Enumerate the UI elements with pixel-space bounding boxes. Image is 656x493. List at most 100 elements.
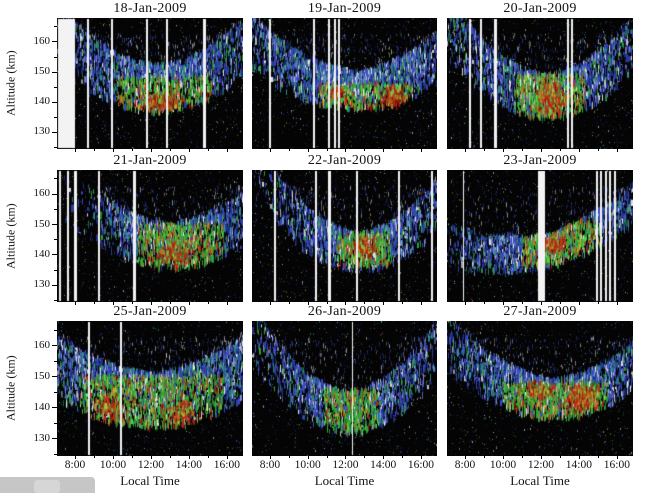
- x-tick-mark: [540, 149, 542, 152]
- x-minor-tick-mark: [521, 456, 523, 458]
- x-tick-mark: [307, 302, 309, 305]
- x-tick-mark: [75, 456, 77, 459]
- y-minor-tick-mark: [54, 239, 57, 241]
- x-tick-mark: [75, 302, 77, 305]
- x-tick-label: 12:00: [332, 459, 359, 471]
- panel-title: 23-Jan-2009: [503, 153, 577, 168]
- x-minor-tick-mark: [597, 456, 599, 458]
- panel-22-jan-2009: 22-Jan-2009: [252, 153, 437, 302]
- watermark-highlight: [34, 480, 60, 493]
- x-tick-mark: [502, 302, 504, 305]
- x-tick-mark: [465, 302, 467, 305]
- x-minor-tick-mark: [288, 456, 290, 458]
- echo-intensity-canvas: [57, 18, 243, 149]
- x-minor-tick-mark: [131, 149, 133, 151]
- x-minor-tick-mark: [94, 149, 95, 151]
- panel-26-jan-2009: 26-Jan-2009: [252, 304, 437, 456]
- y-tick-label: 130: [33, 431, 51, 444]
- echo-intensity-canvas: [252, 321, 437, 456]
- panel-25-jan-2009: 25-Jan-2009: [57, 304, 243, 456]
- x-tick-label: 16:00: [603, 459, 630, 471]
- y-minor-tick-mark: [54, 178, 57, 180]
- x-minor-tick-mark: [326, 149, 328, 151]
- watermark: [0, 477, 95, 493]
- x-minor-tick-mark: [94, 302, 95, 304]
- x-tick-mark: [465, 149, 467, 152]
- x-tick-mark: [420, 456, 422, 459]
- y-tick-label: 130: [33, 125, 51, 138]
- panel-title: 25-Jan-2009: [113, 304, 187, 319]
- x-tick-mark: [540, 456, 542, 459]
- y-tick-label: 150: [33, 217, 51, 230]
- x-tick-label: 14:00: [175, 459, 202, 471]
- x-tick-label: 10:00: [489, 459, 517, 471]
- x-minor-tick-mark: [207, 456, 209, 458]
- panel-18-jan-2009: 18-Jan-2009: [57, 1, 243, 149]
- y-tick-mark: [52, 284, 57, 286]
- x-tick-label: 12:00: [137, 459, 165, 471]
- x-tick-mark: [540, 302, 542, 305]
- y-tick-mark: [52, 193, 57, 195]
- y-axis-title: Altitude (km): [3, 50, 18, 117]
- y-tick-mark: [52, 131, 57, 133]
- y-axis-title: Altitude (km): [3, 355, 18, 422]
- panel-title: 19-Jan-2009: [307, 1, 382, 16]
- x-tick-label: 12:00: [527, 459, 555, 471]
- x-tick-mark: [188, 302, 190, 305]
- x-minor-tick-mark: [559, 302, 561, 304]
- y-tick-mark: [52, 407, 57, 409]
- y-minor-tick-mark: [54, 329, 57, 331]
- x-tick-mark: [269, 302, 271, 305]
- y-minor-tick-mark: [54, 56, 57, 58]
- x-tick-mark: [226, 302, 228, 305]
- y-minor-tick-mark: [54, 146, 57, 148]
- panel-title: 27-Jan-2009: [503, 304, 577, 319]
- echo-intensity-canvas: [447, 18, 633, 149]
- y-tick-mark: [52, 254, 57, 256]
- echo-intensity-canvas: [252, 18, 437, 149]
- x-tick-mark: [226, 456, 228, 459]
- x-minor-tick-mark: [402, 302, 404, 304]
- x-minor-tick-mark: [131, 302, 133, 304]
- y-tick-label: 160: [33, 34, 51, 47]
- x-tick-mark: [578, 149, 580, 152]
- x-minor-tick-mark: [326, 456, 328, 458]
- x-minor-tick-mark: [559, 149, 561, 151]
- x-tick-mark: [307, 149, 309, 152]
- x-tick-label: 10:00: [294, 459, 321, 471]
- y-minor-tick-mark: [54, 26, 57, 28]
- x-minor-tick-mark: [169, 149, 171, 151]
- x-tick-mark: [383, 149, 385, 152]
- y-tick-mark: [52, 101, 57, 103]
- y-tick-mark: [52, 376, 57, 378]
- x-minor-tick-mark: [521, 149, 523, 151]
- x-tick-label: 14:00: [370, 459, 397, 471]
- x-tick-label: 8:00: [454, 459, 476, 471]
- x-tick-mark: [578, 302, 580, 305]
- x-tick-mark: [502, 456, 504, 459]
- echo-intensity-canvas: [447, 170, 633, 302]
- panel-title: 21-Jan-2009: [113, 153, 187, 168]
- x-tick-mark: [616, 456, 618, 459]
- y-tick-label: 140: [33, 400, 51, 413]
- x-minor-tick-mark: [402, 456, 404, 458]
- y-tick-label: 140: [33, 247, 51, 260]
- y-tick-label: 160: [33, 338, 51, 351]
- panel-title: 20-Jan-2009: [503, 1, 577, 16]
- panel-19-jan-2009: 19-Jan-2009: [252, 1, 437, 149]
- y-axis-title: Altitude (km): [3, 203, 18, 269]
- echo-intensity-canvas: [57, 170, 243, 302]
- x-tick-label: 16:00: [407, 459, 435, 471]
- x-tick-mark: [112, 302, 114, 305]
- y-tick-mark: [52, 224, 57, 225]
- x-tick-mark: [226, 149, 228, 152]
- x-tick-mark: [150, 302, 152, 305]
- x-tick-mark: [112, 456, 114, 459]
- x-tick-mark: [420, 302, 422, 305]
- x-minor-tick-mark: [169, 302, 171, 304]
- x-tick-mark: [616, 149, 618, 152]
- y-tick-label: 150: [33, 369, 51, 382]
- x-minor-tick-mark: [484, 456, 485, 458]
- echo-intensity-canvas: [57, 321, 243, 456]
- y-tick-mark: [52, 345, 57, 347]
